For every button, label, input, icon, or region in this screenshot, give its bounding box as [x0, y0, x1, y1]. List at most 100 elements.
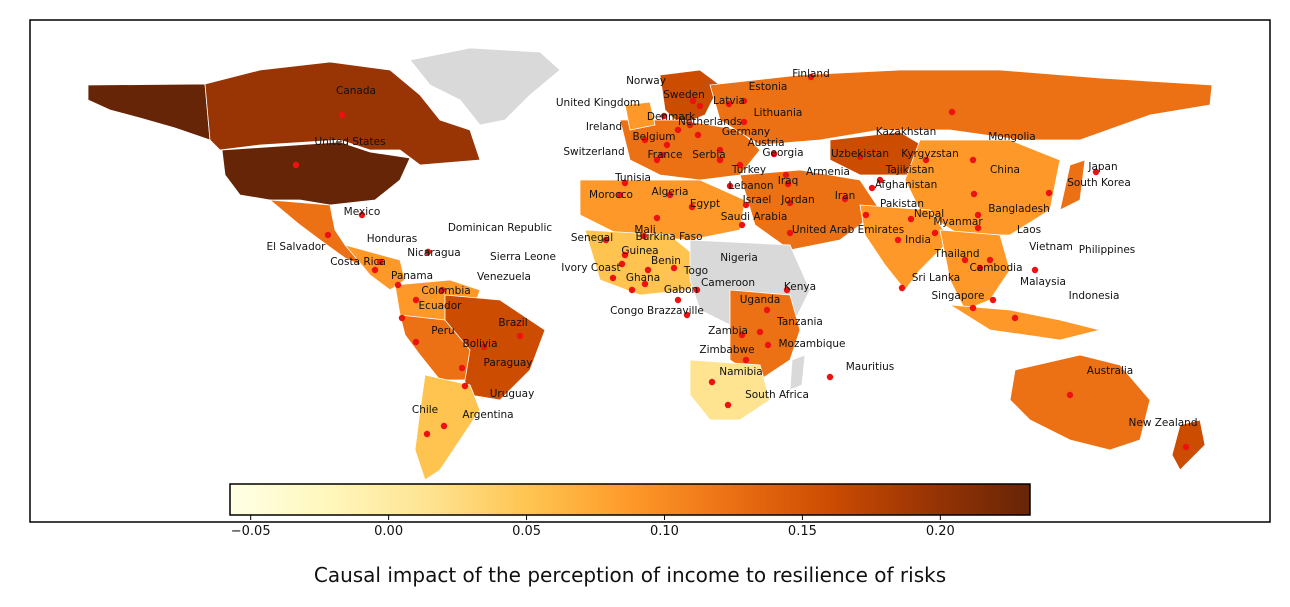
country-marker	[666, 191, 674, 199]
country-marker	[371, 266, 379, 274]
country-marker	[338, 111, 346, 119]
country-label: Uzbekistan	[831, 148, 889, 160]
country-label: Namibia	[719, 366, 762, 378]
country-label: Ecuador	[419, 300, 463, 312]
indonesia-shape	[949, 304, 1101, 341]
uk-ireland-shape	[624, 101, 656, 131]
country-marker	[826, 373, 834, 381]
country-label: Switzerland	[563, 146, 624, 158]
country-label: Latvia	[713, 95, 745, 107]
country-marker	[1045, 189, 1053, 197]
country-marker	[1092, 168, 1100, 176]
country-label: Iraq	[778, 175, 799, 187]
china-mongolia-shape	[904, 139, 1061, 236]
country-label: Norway	[626, 75, 666, 87]
country-marker	[440, 422, 448, 430]
country-marker	[976, 264, 984, 272]
country-marker	[480, 343, 488, 351]
country-marker	[764, 341, 772, 349]
country-marker	[358, 211, 366, 219]
country-marker	[862, 211, 870, 219]
country-marker	[841, 195, 849, 203]
country-label: Pakistan	[880, 198, 924, 210]
country-marker	[640, 232, 648, 240]
country-label: Nepal	[914, 208, 944, 220]
country-marker	[725, 100, 733, 108]
country-label: Senegal	[571, 232, 613, 244]
country-label: Philippines	[1079, 244, 1136, 256]
country-label: Indonesia	[1069, 290, 1120, 302]
country-marker	[641, 280, 649, 288]
colorbar-title: Causal impact of the perception of incom…	[314, 563, 946, 587]
country-label: Israel	[743, 194, 772, 206]
country-marker	[969, 156, 977, 164]
country-marker	[658, 151, 666, 159]
country-marker	[898, 284, 906, 292]
scandinavia-shape	[659, 69, 721, 126]
country-label: Kyrgyzstan	[901, 148, 959, 160]
country-marker	[683, 311, 691, 319]
country-marker	[688, 203, 696, 211]
country-label: Gabon	[664, 284, 698, 296]
country-label: Thailand	[933, 248, 979, 260]
country-marker	[708, 378, 716, 386]
country-marker	[716, 146, 724, 154]
country-label: Bangladesh	[988, 203, 1050, 215]
country-marker	[740, 118, 748, 126]
colorbar-tick-label: 0.00	[374, 524, 403, 539]
country-label: Lithuania	[754, 107, 803, 119]
country-label: Myanmar	[933, 216, 983, 228]
colorbar-gradient	[229, 483, 1031, 516]
country-label: New Zealand	[1129, 417, 1198, 429]
country-label: Singapore	[932, 290, 985, 302]
country-label: Ivory Coast	[561, 262, 620, 274]
country-labels: Canada United States Mexico El Salvador Hond…	[267, 68, 1198, 429]
country-label: Mexico	[344, 206, 381, 218]
country-marker	[786, 199, 794, 207]
country-marker	[782, 171, 790, 179]
country-marker	[763, 306, 771, 314]
russia-shape	[709, 69, 1213, 146]
colorbar-tick-label: 0.10	[650, 524, 679, 539]
country-label: Bolivia	[462, 338, 497, 350]
country-marker	[616, 191, 624, 199]
country-label: South Korea	[1067, 177, 1131, 189]
country-label: United Arab Emirates	[792, 224, 904, 236]
country-label: Honduras	[367, 233, 418, 245]
country-marker	[770, 150, 778, 158]
country-label: Panama	[391, 270, 433, 282]
country-marker	[424, 248, 432, 256]
country-label: Togo	[683, 265, 708, 277]
country-marker	[876, 176, 884, 184]
country-marker	[693, 286, 701, 294]
colorbar: −0.05 0.00 0.05 0.10 0.15 0.20 Causal impact …	[229, 483, 1031, 587]
country-label: France	[648, 149, 683, 161]
country-marker	[738, 221, 746, 229]
country-markers	[292, 73, 1190, 451]
country-marker	[716, 156, 724, 164]
country-marker	[969, 304, 977, 312]
country-label: Austria	[747, 137, 784, 149]
country-label: Costa Rica	[330, 256, 386, 268]
country-label: Estonia	[749, 81, 788, 93]
country-label: Finland	[792, 68, 830, 80]
country-label: Cameroon	[701, 277, 755, 289]
country-label: Guinea	[621, 245, 658, 257]
country-marker	[674, 296, 682, 304]
country-marker	[689, 97, 697, 105]
country-label: Chile	[412, 404, 438, 416]
country-marker	[989, 296, 997, 304]
country-marker	[742, 356, 750, 364]
country-marker	[644, 266, 652, 274]
colorbar-tick-label: 0.05	[512, 524, 541, 539]
country-marker	[412, 296, 420, 304]
greenland-shape	[409, 47, 561, 126]
country-marker	[986, 256, 994, 264]
country-marker	[786, 229, 794, 237]
colorbar-tick-label: 0.20	[926, 524, 955, 539]
country-label: Peru	[431, 325, 454, 337]
country-marker	[628, 286, 636, 294]
country-marker	[783, 286, 791, 294]
country-label: Venezuela	[477, 271, 531, 283]
